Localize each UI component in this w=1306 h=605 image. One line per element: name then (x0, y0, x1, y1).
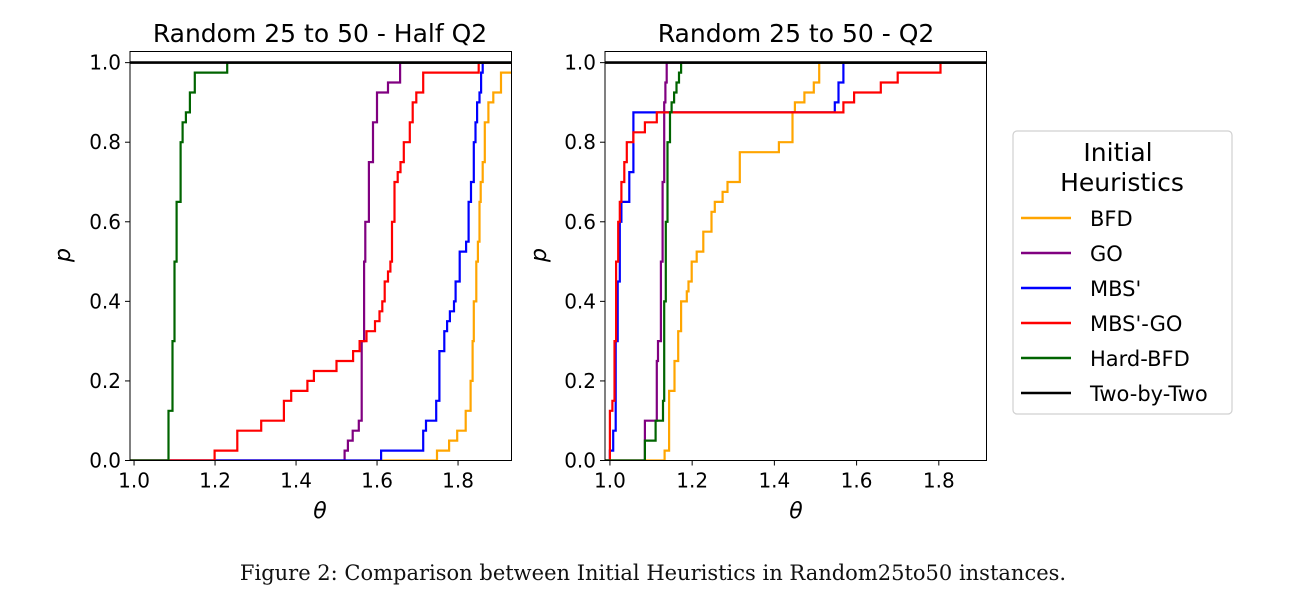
y-tick-label: 0.0 (89, 449, 121, 473)
legend-entry: MBS' (1021, 277, 1141, 301)
legend-label: BFD (1090, 207, 1133, 231)
series-line-hard-bfd (130, 61, 512, 461)
axes-frame (129, 51, 512, 461)
legend-label: MBS' (1090, 277, 1141, 301)
series-line-mbs (605, 61, 987, 461)
legend-label: GO (1090, 242, 1123, 266)
x-tick-label: 1.6 (841, 469, 873, 493)
series-line-mbs-go (130, 61, 512, 461)
x-tick-label: 1.0 (594, 469, 626, 493)
legend-entry: Two-by-Two (1021, 382, 1208, 406)
series-line-hard-bfd (605, 61, 987, 461)
legend-entry: MBS'-GO (1021, 312, 1182, 336)
x-tick-label: 1.2 (676, 469, 708, 493)
x-tick-label: 1.8 (442, 469, 474, 493)
figure-caption: Figure 2: Comparison between Initial Heu… (239, 561, 1067, 585)
legend: Initial Heuristics BFD GO MBS' MBS'-GO Hard-… (1012, 130, 1233, 415)
subplot-q2: Random 25 to 50 - Q2 θ p 1.0 1.2 1.4 1.6 1.8… (527, 19, 987, 524)
x-tick-label: 1.0 (118, 469, 150, 493)
y-tick-label: 0.4 (89, 289, 121, 313)
y-tick-label: 0.6 (89, 210, 121, 234)
legend-box (1012, 130, 1233, 415)
y-tick-label: 0.2 (564, 369, 596, 393)
y-tick-label: 1.0 (564, 51, 596, 75)
y-tick-label: 0.8 (89, 130, 121, 154)
legend-label: Hard-BFD (1090, 347, 1190, 371)
y-axis-label: p (527, 248, 552, 263)
y-tick-label: 1.0 (89, 51, 121, 75)
y-tick-label: 0.2 (89, 369, 121, 393)
y-axis-label: p (51, 248, 76, 263)
x-tick-label: 1.4 (280, 469, 312, 493)
legend-label: Two-by-Two (1089, 382, 1208, 406)
series-line-mbs-go (605, 61, 987, 461)
y-tick-label: 0.4 (564, 289, 596, 313)
y-tick-label: 0.6 (564, 210, 596, 234)
plot-area: 1.0 1.2 1.4 1.6 1.8 0.0 0.2 0.4 0.6 0.8 1.0 (564, 51, 987, 493)
series-line-bfd (605, 61, 987, 461)
series-group (130, 61, 512, 461)
subplot-half-q2: Random 25 to 50 - Half Q2 θ p 1.0 1.2 1.4 1… (51, 19, 512, 524)
series-group (605, 61, 987, 461)
legend-title: Heuristics (1060, 168, 1184, 197)
x-tick-label: 1.6 (361, 469, 393, 493)
x-axis-label: θ (313, 499, 327, 524)
legend-entry: BFD (1021, 207, 1133, 231)
series-line-mbs (130, 61, 512, 461)
legend-entry: GO (1021, 242, 1123, 266)
x-tick-label: 1.8 (923, 469, 955, 493)
legend-label: MBS'-GO (1090, 312, 1182, 336)
series-line-bfd (130, 71, 512, 461)
x-axis-label: θ (789, 499, 803, 524)
legend-title: Initial (1083, 138, 1152, 167)
subplot-title: Random 25 to 50 - Half Q2 (153, 19, 487, 48)
legend-entry: Hard-BFD (1021, 347, 1190, 371)
y-tick-label: 0.0 (564, 449, 596, 473)
subplot-title: Random 25 to 50 - Q2 (658, 19, 935, 48)
y-tick-label: 0.8 (564, 130, 596, 154)
plot-area: 1.0 1.2 1.4 1.6 1.8 0.0 0.2 0.4 0.6 0.8 1.0 (89, 51, 512, 493)
series-line-go (130, 61, 512, 461)
x-tick-label: 1.2 (199, 469, 231, 493)
axes-frame (604, 51, 987, 461)
x-tick-label: 1.4 (758, 469, 790, 493)
